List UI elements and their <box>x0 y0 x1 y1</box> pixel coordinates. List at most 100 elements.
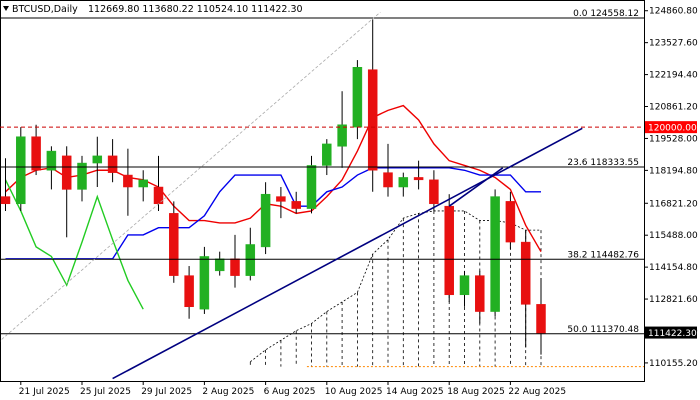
candle <box>260 182 271 255</box>
indicator-line-2-0 <box>4 179 144 310</box>
fib-label-0: 0.0 124558.12 <box>573 9 639 19</box>
fib-label-1: 23.6 118333.55 <box>567 158 639 168</box>
candle-body <box>230 258 240 276</box>
candle <box>214 251 225 276</box>
price-tick-label: 112821.60 <box>649 295 698 305</box>
candle-body <box>46 150 57 171</box>
level-price-tag <box>645 121 697 134</box>
candle <box>169 201 179 283</box>
trendline-2 <box>0 11 381 342</box>
candle-body <box>536 304 546 334</box>
price-tick-label: 122194.40 <box>649 71 698 81</box>
candle <box>123 148 133 216</box>
candle-body <box>169 213 179 276</box>
candle <box>276 187 286 219</box>
candle-body <box>444 205 454 296</box>
candle <box>367 19 378 192</box>
chart-symbol: BTCUSD,Daily <box>12 4 78 15</box>
candle-body <box>260 193 271 248</box>
candle <box>16 127 26 211</box>
candle <box>138 170 148 202</box>
candle-body <box>276 196 286 202</box>
candle-body <box>199 256 210 310</box>
indicator-line-0-0 <box>5 104 542 253</box>
date-tick-label: 29 Jul 2025 <box>141 387 192 397</box>
price-tick-label: 116821.20 <box>649 199 698 209</box>
candle <box>107 139 118 183</box>
candle-body <box>505 201 516 243</box>
candle <box>0 158 11 211</box>
candle <box>536 278 546 355</box>
price-tick-label: 118194.80 <box>649 166 698 176</box>
candle-body <box>214 258 225 272</box>
fib-label-3: 50.0 111370.48 <box>567 325 639 335</box>
candle-body <box>475 275 485 312</box>
candle-body <box>490 196 500 312</box>
fib-label-2: 38.2 114482.76 <box>567 250 639 260</box>
price-tick-label: 124860.80 <box>649 7 698 17</box>
candle <box>245 227 256 281</box>
candle <box>520 230 531 348</box>
date-tick-label: 14 Aug 2025 <box>386 387 444 397</box>
price-axis: 124860.80 123527.60 122194.40 120861.20 1195… <box>644 7 698 369</box>
candle-body <box>138 179 148 188</box>
candle-body <box>322 143 332 166</box>
annotation-layer: 0.0 124558.12 23.6 118333.55 38.2 114482.7… <box>0 9 644 380</box>
candle-body <box>107 155 118 173</box>
candle <box>322 139 332 176</box>
candle <box>61 146 72 238</box>
current-price-label: 111422.30 <box>648 329 697 339</box>
candle <box>444 194 454 302</box>
candle <box>184 266 194 319</box>
candle <box>475 270 485 324</box>
candle-body <box>92 155 103 164</box>
candle <box>398 172 409 197</box>
plot-border <box>0 0 645 382</box>
candle <box>383 143 393 197</box>
candle-body <box>337 124 347 147</box>
candle <box>337 91 347 168</box>
candle-body <box>367 69 378 171</box>
candle-body <box>0 196 11 205</box>
trendline-1 <box>448 167 504 207</box>
candle-body <box>429 179 439 205</box>
symbol-triangle-icon <box>3 6 9 11</box>
date-tick-label: 2 Aug 2025 <box>202 387 254 397</box>
candle <box>77 155 87 202</box>
price-tick-label: 123527.60 <box>649 39 698 49</box>
level-price-label: 120000.00 <box>648 124 697 134</box>
candle-body <box>520 241 531 305</box>
trendline-0 <box>112 127 583 380</box>
candle-body <box>352 67 363 128</box>
candle <box>413 160 424 190</box>
candle <box>230 234 240 288</box>
date-tick-label: 6 Aug 2025 <box>264 387 316 397</box>
candle-body <box>398 177 409 188</box>
date-tick-label: 21 Jul 2025 <box>19 387 70 397</box>
date-tick-label: 25 Jul 2025 <box>80 387 131 397</box>
candle-body <box>31 136 41 171</box>
price-tick-label: 120861.20 <box>649 103 698 113</box>
candle <box>46 146 57 190</box>
price-tick-label: 110155.20 <box>649 359 698 369</box>
candle-body <box>291 201 301 209</box>
candle <box>459 270 470 307</box>
candle-body <box>245 244 256 276</box>
candle-body <box>123 174 133 188</box>
candle-body <box>61 155 72 190</box>
candle <box>291 191 301 214</box>
candle-body <box>459 275 470 296</box>
date-axis: 21 Jul 2025 25 Jul 2025 29 Jul 2025 2 Aug 2… <box>19 381 566 397</box>
candle <box>490 189 500 317</box>
date-tick-label: 22 Aug 2025 <box>508 387 566 397</box>
candle-body <box>306 165 317 209</box>
date-tick-label: 18 Aug 2025 <box>447 387 505 397</box>
candle-body <box>77 162 87 190</box>
candle <box>505 191 516 250</box>
candle-body <box>16 136 26 205</box>
candle <box>199 246 210 314</box>
candles-layer <box>0 19 546 355</box>
candle-body <box>413 177 424 181</box>
price-tick-label: 115488.00 <box>649 231 698 241</box>
